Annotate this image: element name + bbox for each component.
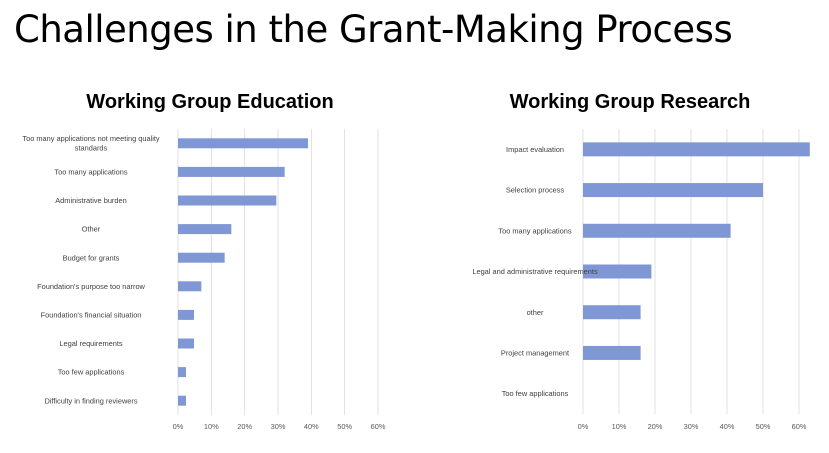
- chart-title-research: Working Group Research: [509, 91, 751, 113]
- category-label: Legal requirements: [59, 339, 123, 348]
- bar: [178, 281, 202, 292]
- x-tick-label: 60%: [371, 422, 386, 431]
- chart-title-education: Working Group Education: [86, 91, 334, 113]
- x-tick-label: 40%: [304, 422, 319, 431]
- x-tick-label: 20%: [237, 422, 252, 431]
- bar: [178, 252, 225, 263]
- bar: [178, 166, 285, 177]
- bar: [178, 195, 277, 206]
- x-tick-label: 50%: [337, 422, 352, 431]
- category-label: Other: [82, 225, 101, 234]
- x-tick-label: 10%: [204, 422, 219, 431]
- bar: [178, 367, 186, 378]
- bar: [178, 309, 194, 320]
- category-label: Too many applications: [54, 168, 127, 177]
- category-label: Too many applications not meeting qualit…: [22, 134, 160, 143]
- category-label: Budget for grants: [63, 253, 120, 262]
- x-tick-label: 0%: [173, 422, 184, 431]
- x-tick-label: 30%: [271, 422, 286, 431]
- category-label: Foundation's financial situation: [41, 311, 142, 320]
- slide-title: Challenges in the Grant-Making Process: [14, 8, 733, 51]
- category-label: Administrative burden: [55, 196, 126, 205]
- category-label: Foundation's purpose too narrow: [37, 282, 145, 291]
- bar: [178, 224, 232, 235]
- category-label: Too few applications: [58, 368, 125, 377]
- category-label: Difficulty in finding reviewers: [44, 396, 137, 405]
- category-label: standards: [75, 144, 108, 153]
- bar: [178, 395, 186, 406]
- bar: [178, 138, 308, 149]
- bar: [178, 338, 194, 349]
